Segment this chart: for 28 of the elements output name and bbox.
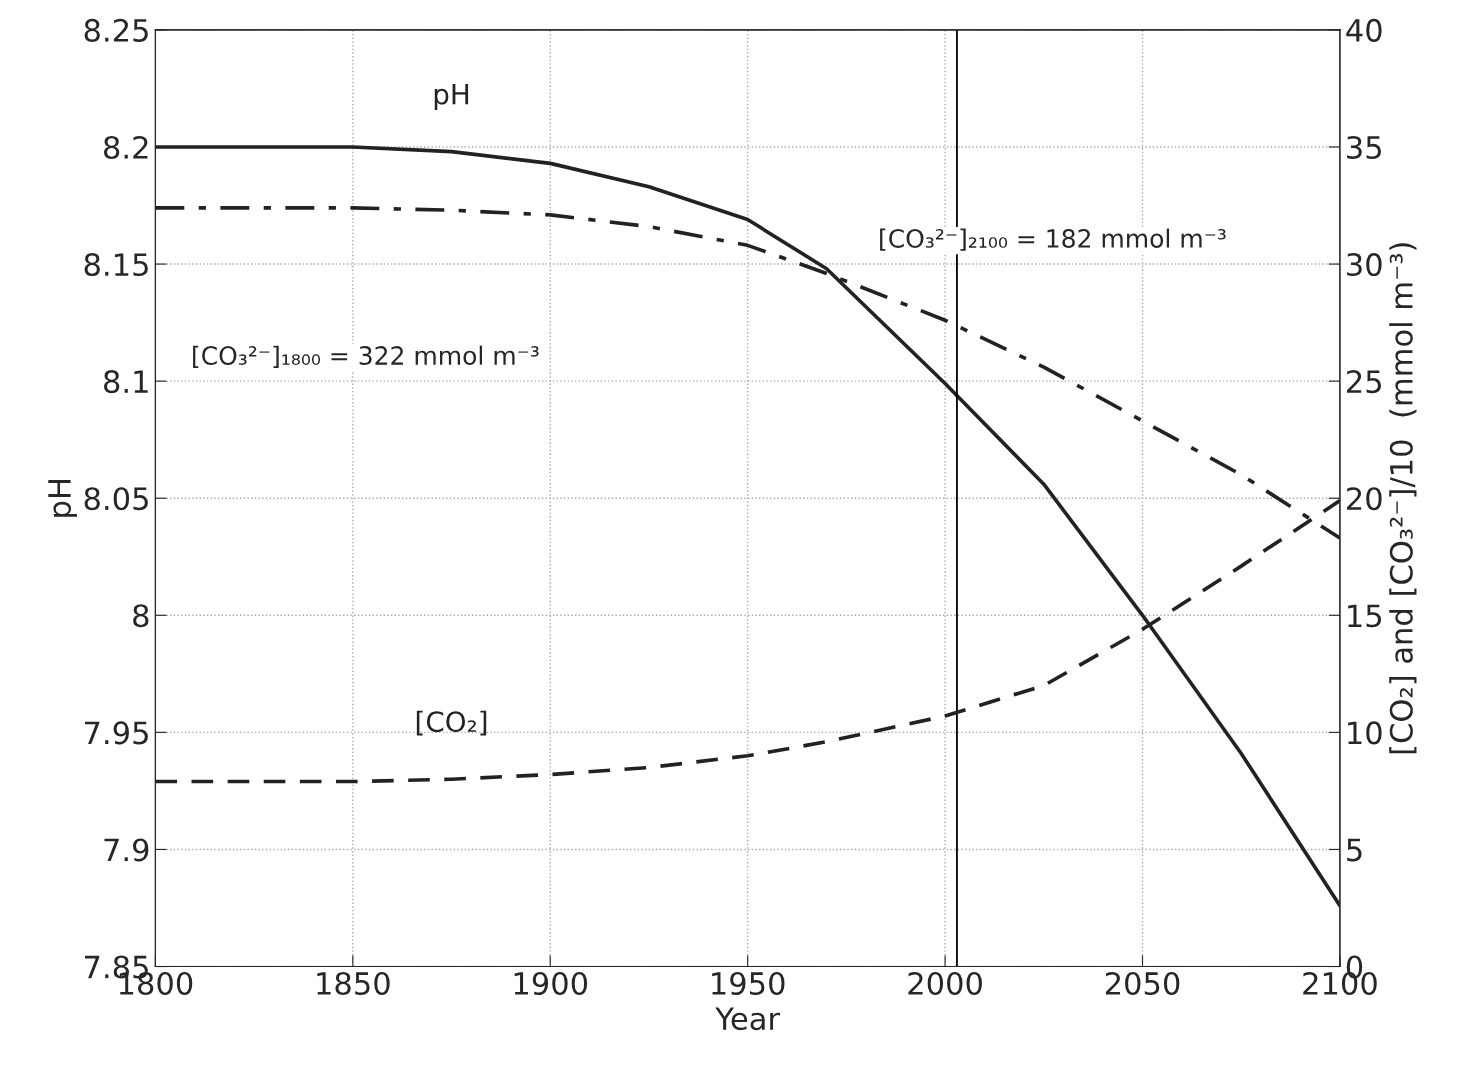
y2-tick-label: 25 xyxy=(1347,370,1381,394)
annotation: [CO₃²⁻]₁₈₀₀ = 322 mmol m⁻³ xyxy=(193,345,539,368)
y2-axis-title: [CO₂] and [CO₃²⁻]/10 (mmol m⁻³) xyxy=(1389,243,1417,754)
y-tick-label: 7.9 xyxy=(104,838,149,862)
y-tick-label: 8.05 xyxy=(84,487,148,511)
y-tick-label: 8.2 xyxy=(104,135,148,160)
y-tick-label: 7.95 xyxy=(85,721,148,745)
x-tick-label: 1950 xyxy=(712,971,785,996)
series-label: [CO₂] xyxy=(416,710,487,736)
y2-tick-label: 5 xyxy=(1347,838,1362,862)
y-tick-label: 8.1 xyxy=(104,370,148,394)
x-tick-label: 2000 xyxy=(908,971,982,996)
x-tick-label: 2050 xyxy=(1105,971,1180,996)
y2-tick-label: 40 xyxy=(1346,18,1382,42)
y2-tick-label: 15 xyxy=(1348,604,1381,628)
y-tick-label: 8 xyxy=(133,604,149,628)
y2-tick-label: 10 xyxy=(1348,721,1382,745)
x-tick-label: 1900 xyxy=(514,971,588,996)
y2-tick-label: 30 xyxy=(1347,252,1382,277)
y2-tick-label: 35 xyxy=(1347,135,1381,160)
y-axis-title: pH xyxy=(48,480,77,517)
annotation: [CO₃²⁻]₂₁₀₀ = 182 mmol m⁻³ xyxy=(880,228,1226,251)
y-tick-label: 8.15 xyxy=(84,252,148,277)
x-tick-label: 1850 xyxy=(317,971,390,996)
x-axis-title: Year xyxy=(715,1007,781,1031)
y2-tick-label: 20 xyxy=(1347,487,1382,511)
y-tick-label: 8.25 xyxy=(84,18,148,42)
series-label: pH xyxy=(434,83,469,110)
